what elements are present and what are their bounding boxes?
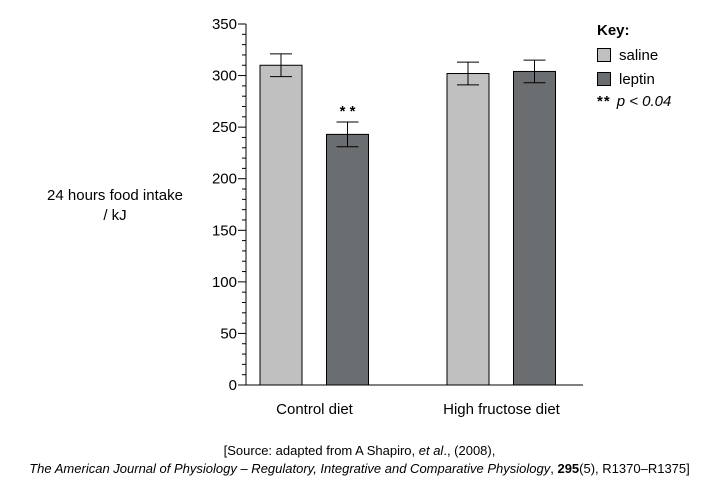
source-pages: (5), R1370–R1375] — [579, 461, 690, 476]
bar-leptin — [326, 133, 369, 386]
significance-label: p < 0.04 — [616, 93, 672, 110]
legend-label-saline: saline — [619, 46, 659, 64]
significance-annotation: * * — [340, 103, 356, 120]
y-axis-label-line-1: 24 hours food intake — [47, 187, 183, 204]
y-tick-label: 250 — [212, 119, 237, 136]
source-et-al: et al — [418, 443, 444, 458]
source-journal: The American Journal of Physiology – Reg… — [29, 461, 551, 476]
y-tick-label: 100 — [212, 274, 237, 291]
legend-swatch-leptin — [597, 72, 611, 86]
y-axis-label: 24 hours food intake / kJ — [20, 186, 210, 226]
y-tick-label: 300 — [212, 68, 237, 85]
legend-swatch-saline — [597, 48, 611, 62]
legend-title: Key: — [597, 22, 630, 39]
y-tick-label: 50 — [220, 325, 237, 342]
source-citation-line-2: The American Journal of Physiology – Reg… — [0, 459, 719, 478]
y-tick-label: 200 — [212, 171, 237, 188]
y-tick-label: 150 — [212, 222, 237, 239]
x-category-label: High fructose diet — [443, 401, 561, 418]
y-tick-label: 0 — [229, 377, 237, 394]
source-suffix: ., (2008), — [443, 443, 496, 458]
bar-saline — [259, 64, 303, 386]
legend: Key: saline leptin ** p < 0.04 — [597, 21, 671, 113]
legend-item-saline: saline — [597, 43, 671, 67]
y-tick-label: 350 — [212, 16, 237, 33]
y-axis-label-line-2: / kJ — [103, 207, 127, 224]
source-separator: , — [550, 461, 558, 476]
source-prefix: [Source: adapted from A Shapiro, — [223, 443, 419, 458]
legend-label-leptin: leptin — [619, 70, 655, 88]
x-category-label: Control diet — [276, 401, 354, 418]
bar-saline — [446, 73, 490, 386]
source-citation-line-1: [Source: adapted from A Shapiro, et al.,… — [0, 441, 719, 460]
legend-item-leptin: leptin — [597, 67, 671, 91]
legend-item-significance: ** p < 0.04 — [597, 91, 671, 113]
significance-stars: ** — [597, 93, 611, 110]
bar-leptin — [513, 70, 556, 386]
source-volume: 295 — [557, 461, 580, 476]
